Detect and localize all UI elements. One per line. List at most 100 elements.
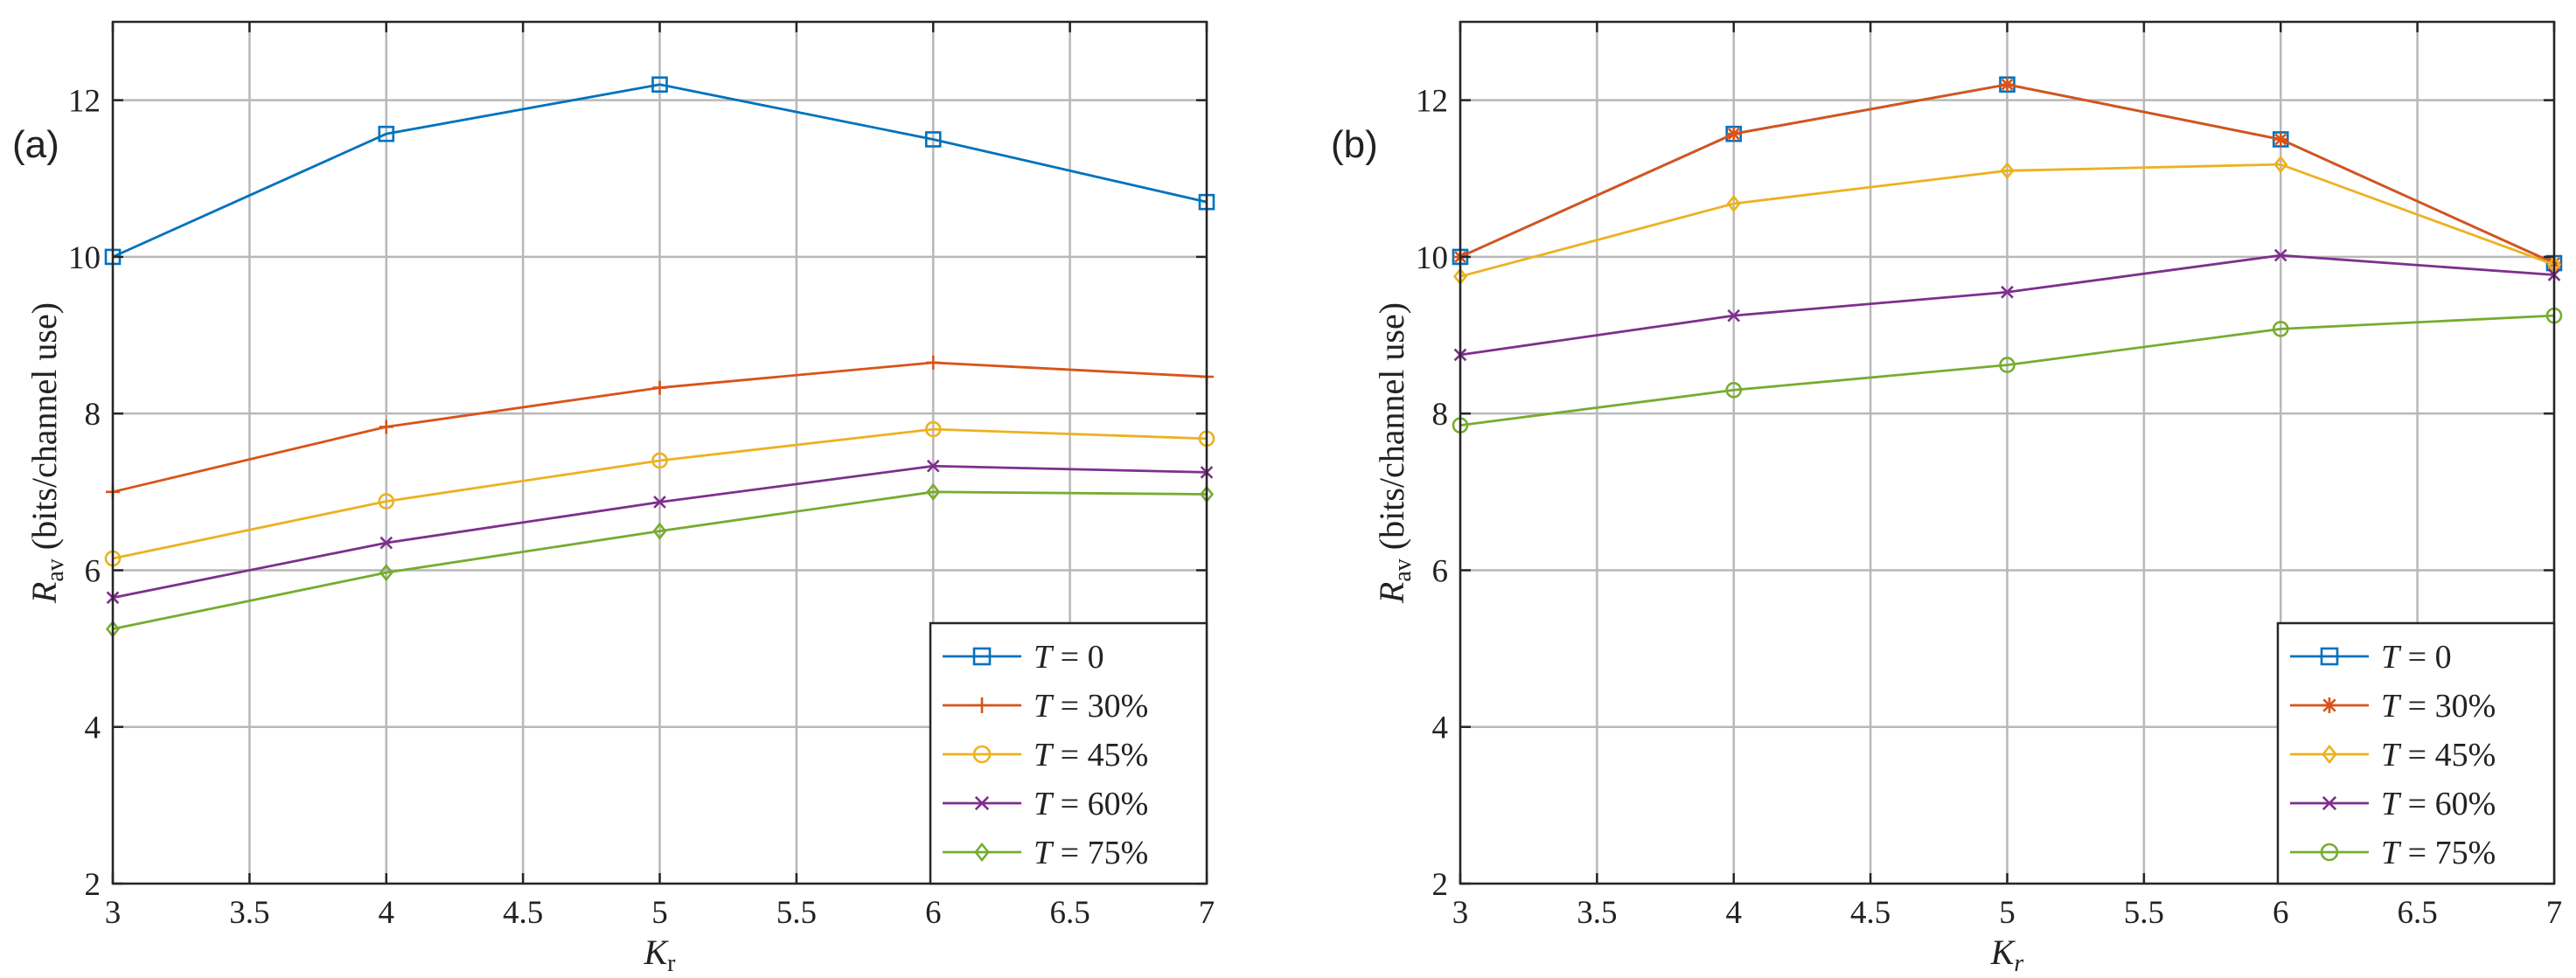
legend-label: T = 0 [1034,639,1104,676]
chart-panel-b: 3 3.5 4 4.5 5 5.5 6 6.5 7 2 4 6 8 10 12 (b) Kr Rav (bits/… [1331,20,2563,977]
data-point [1726,127,1741,142]
data-point [2000,162,2015,180]
data-point [653,496,666,509]
x-tick-label: 7 [1199,895,1215,931]
x-tick-label: 4 [1726,895,1743,931]
data-point [1727,309,1741,323]
data-point [652,522,667,540]
panel-label: (a) [12,123,59,166]
data-point [651,452,668,469]
y-tick-label: 2 [1432,867,1449,903]
data-point [651,76,668,94]
data-point [1999,357,2016,373]
x-tick-label: 3.5 [229,895,269,931]
data-point [2273,132,2288,147]
data-point [2272,321,2289,337]
legend-marker [974,697,990,713]
data-point [652,380,667,395]
x-tick-label: 5.5 [2124,895,2164,931]
legend-marker [2320,843,2339,862]
legend-entry-3: T = 60% [943,786,1148,822]
legend-label: T = 0 [2381,639,2452,676]
data-point [378,493,395,510]
legend-label: T = 30% [2381,688,2496,725]
chart-panel-a: 3 3.5 4 4.5 5 5.5 6 6.5 7 2 4 6 8 10 12(a) Kr Rav (bits/… [12,20,1215,977]
legend-label: T = 45% [2381,737,2496,773]
x-tick-label: 7 [2546,895,2563,931]
legend-entry-1: T = 30% [943,688,1148,725]
x-tick-label: 4.5 [1850,895,1890,931]
panel-label: (b) [1331,123,1378,166]
series-line [112,83,1208,259]
y-tick-label: 4 [85,711,101,746]
x-axis-label: Kr [643,933,676,977]
legend-label: T = 75% [1034,835,1148,871]
legend-marker [974,795,990,811]
y-tick-label: 4 [1432,711,1449,746]
data-point [2000,77,2015,92]
series-line [1459,314,2555,427]
x-tick-label: 6.5 [1050,895,1090,931]
y-axis-label: Rav (bits/channel use) [1372,302,1417,604]
legend-entry-2: T = 45% [943,737,1148,773]
legend: T = 0 T = 30% T = 45% T = 60% T = 75% [929,621,1208,885]
data-point [926,482,941,501]
x-tick-label: 6 [2273,895,2289,931]
legend-entry-0: T = 0 [943,639,1104,676]
legend-marker [974,842,990,863]
legend-entry-4: T = 75% [943,835,1148,871]
x-tick-label: 5 [651,895,668,931]
legend-entry-0: T = 0 [2290,639,2452,676]
y-tick-label: 6 [85,553,101,589]
data-point [378,125,395,142]
x-tick-label: 5.5 [776,895,817,931]
y-tick-label: 10 [68,240,101,276]
series-4 [105,482,1215,638]
data-point [924,131,942,148]
legend-label: T = 30% [1034,688,1148,725]
x-axis-label: Kr [1990,933,2024,977]
y-tick-label: 8 [1432,397,1449,433]
x-tick-label: 3 [105,895,122,931]
legend-entry-4: T = 75% [2290,835,2496,871]
x-tick-label: 4.5 [503,895,543,931]
legend-entry-1: T = 30% [2290,688,2496,725]
legend-marker [2322,697,2337,713]
y-tick-label: 2 [85,867,101,903]
legend-entry-3: T = 60% [2290,786,2496,822]
series-line [112,490,1208,631]
x-tick-label: 3 [1452,895,1469,931]
x-tick-label: 3.5 [1577,895,1617,931]
data-point [379,536,393,550]
y-axis-label: Rav (bits/channel use) [24,302,69,604]
data-point [924,420,942,438]
y-tick-label: 12 [1416,84,1448,120]
data-point [1726,194,1741,213]
legend-marker [2320,647,2339,666]
legend-label: T = 45% [1034,737,1148,773]
data-point [379,420,393,434]
series-line [1459,163,2555,278]
x-tick-label: 5 [1999,895,2016,931]
legend-marker [972,647,992,666]
x-tick-label: 6 [925,895,942,931]
data-point [2273,156,2288,174]
series-3 [1453,248,2561,362]
y-tick-label: 12 [68,84,101,120]
y-tick-label: 6 [1432,553,1449,589]
legend-marker [972,745,992,764]
legend-marker [2322,795,2337,811]
x-tick-label: 6.5 [2398,895,2438,931]
y-tick-label: 8 [85,397,101,433]
legend-marker [2322,744,2337,765]
legend: T = 0 T = 30% T = 45% T = 60% T = 75% [2276,621,2556,885]
legend-entry-2: T = 45% [2290,737,2496,773]
data-point [2001,285,2014,299]
y-tick-label: 10 [1416,240,1448,276]
data-point [2273,248,2287,262]
series-line [112,427,1208,560]
legend-label: T = 60% [2381,786,2496,822]
data-point [926,459,940,473]
data-point [379,564,393,582]
